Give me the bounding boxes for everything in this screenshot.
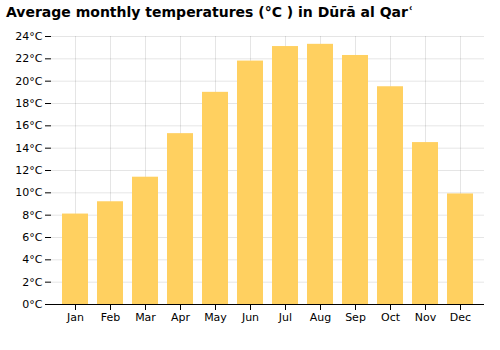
svg-text:Mar: Mar <box>135 311 156 324</box>
svg-text:4°C: 4°C <box>22 253 42 266</box>
svg-text:Nov: Nov <box>415 311 437 324</box>
svg-text:14°C: 14°C <box>15 142 42 155</box>
svg-text:10°C: 10°C <box>15 186 42 199</box>
svg-text:16°C: 16°C <box>15 119 42 132</box>
svg-text:Apr: Apr <box>171 311 191 324</box>
svg-text:12°C: 12°C <box>15 164 42 177</box>
svg-text:6°C: 6°C <box>22 231 42 244</box>
svg-text:18°C: 18°C <box>15 97 42 110</box>
svg-text:Jan: Jan <box>66 311 84 324</box>
svg-text:0°C: 0°C <box>22 298 42 311</box>
html-text:Average monthly temperatures (: Average monthly temperatures (°C ) in Dū… <box>6 4 413 20</box>
svg-text:May: May <box>204 311 227 324</box>
svg-text:Dec: Dec <box>450 311 471 324</box>
svg-text:Oct: Oct <box>381 311 401 324</box>
svg-text:20°C: 20°C <box>15 75 42 88</box>
svg-text:Aug: Aug <box>310 311 331 324</box>
svg-text:Sep: Sep <box>345 311 366 324</box>
svg-text:Jul: Jul <box>278 311 292 324</box>
svg-text:8°C: 8°C <box>22 209 42 222</box>
svg-text:2°C: 2°C <box>22 276 42 289</box>
svg-text:22°C: 22°C <box>15 52 42 65</box>
svg-text:24°C: 24°C <box>15 30 42 43</box>
svg-text:Jun: Jun <box>241 311 259 324</box>
svg-text:Feb: Feb <box>101 311 120 324</box>
